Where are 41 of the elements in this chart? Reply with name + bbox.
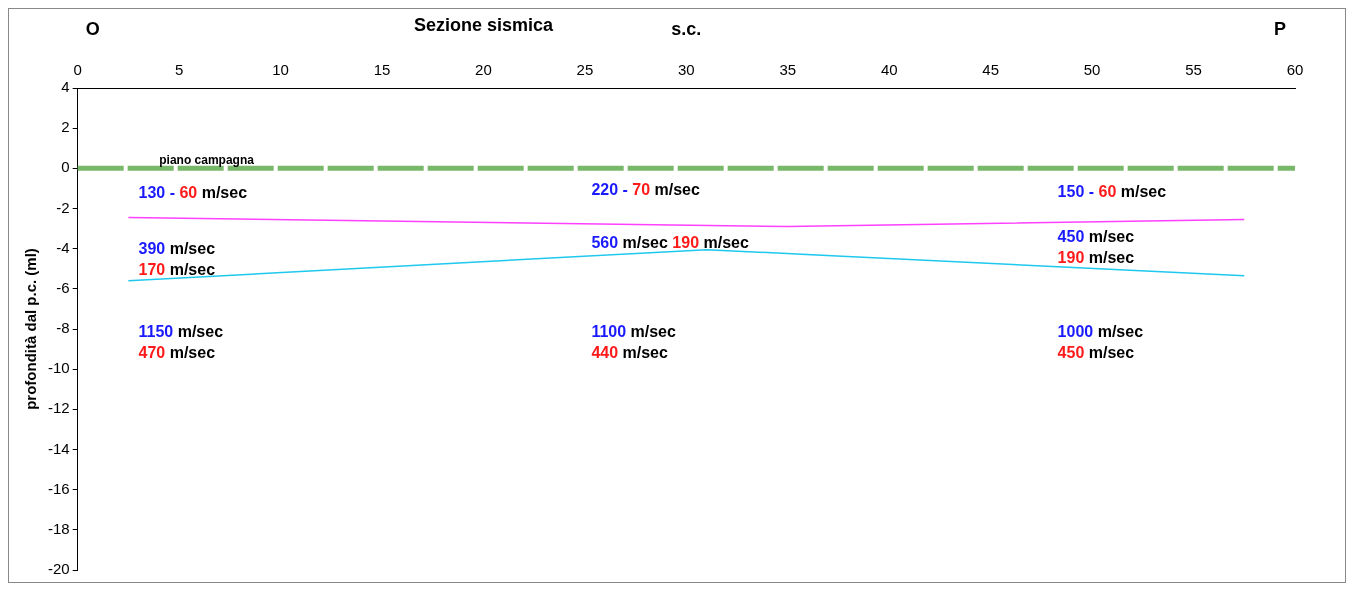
y-tick-label: -14: [47, 439, 70, 457]
y-tick-label: -6: [56, 278, 70, 296]
ref-line-label: piano campagna: [159, 152, 255, 167]
y-tick-label: -4: [56, 238, 70, 256]
x-tick-label: 0: [73, 61, 82, 79]
annotation: 130 - 60 m/sec: [138, 183, 248, 201]
annotation: 150 - 60 m/sec: [1057, 183, 1167, 200]
x-tick-label: 50: [1083, 61, 1101, 79]
x-tick-label: 15: [373, 61, 391, 79]
x-tick-label: 40: [880, 61, 898, 79]
text: s.c.: [671, 18, 702, 39]
x-tick-label: 55: [1185, 61, 1202, 79]
annotation: 390 m/sec 170 m/sec: [138, 240, 216, 279]
y-tick-label: -20: [47, 560, 70, 578]
y-tick-label: -16: [47, 479, 70, 497]
y-tick-label: -18: [47, 519, 70, 537]
y-axis-title: profondità dal p.c. (ml): [22, 248, 40, 410]
x-tick-label: 35: [779, 61, 797, 79]
x-tick-label: 20: [475, 61, 492, 79]
annotation: 1000 m/sec 450 m/sec: [1057, 322, 1144, 361]
y-tick-label: 4: [61, 78, 70, 96]
annotation: 1150 m/sec 470 m/sec: [138, 322, 224, 361]
annotation: 450 m/sec 190 m/sec: [1057, 228, 1135, 267]
annotation: 560 m/sec 190 m/sec: [591, 233, 749, 251]
x-tick-label: 25: [576, 61, 594, 79]
chart-title: Sezione sismica: [413, 14, 554, 35]
text: O: [85, 18, 100, 39]
annotation: 220 - 70 m/sec: [591, 180, 701, 198]
x-tick-label: 10: [272, 61, 289, 79]
x-tick-label: 45: [982, 61, 1000, 79]
text: P: [1273, 18, 1287, 39]
y-tick-label: -2: [56, 198, 70, 216]
y-tick-label: -12: [47, 399, 70, 417]
y-tick-label: 0: [61, 158, 70, 176]
y-tick-label: -8: [56, 319, 70, 337]
y-tick-label: -10: [47, 359, 70, 377]
x-tick-label: 30: [678, 61, 695, 79]
x-tick-label: 60: [1286, 61, 1304, 79]
y-tick-label: 2: [61, 118, 70, 136]
annotation: 1100 m/sec 440 m/sec: [591, 322, 677, 361]
x-tick-label: 5: [174, 61, 184, 79]
